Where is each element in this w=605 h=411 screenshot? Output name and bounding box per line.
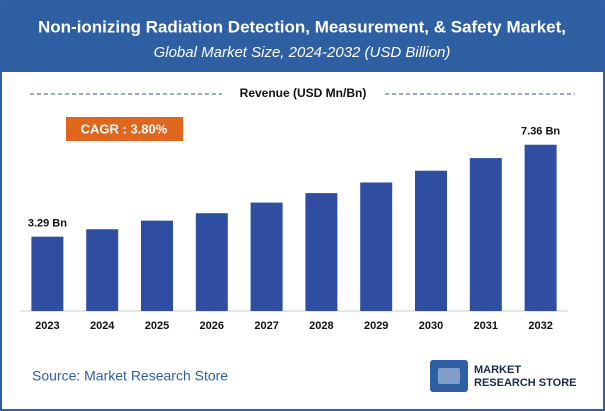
logo-icon xyxy=(430,360,468,392)
source: Source: Market Research Store xyxy=(32,368,228,384)
bar xyxy=(415,170,447,311)
logo-text: RESEARCH STORE xyxy=(474,377,576,389)
x-tick-label: 2031 xyxy=(474,320,498,332)
bar xyxy=(141,220,173,311)
bar xyxy=(195,213,228,311)
cagr-box xyxy=(66,117,183,141)
chart-title: Non-ionizing Radiation Detection, Measur… xyxy=(38,17,566,36)
logo-icon xyxy=(438,368,460,384)
x-tick-label: 2032 xyxy=(528,320,552,332)
x-tick-label: 2024 xyxy=(90,320,115,332)
bar xyxy=(524,144,557,311)
x-tick-label: 2028 xyxy=(309,320,333,332)
bar xyxy=(305,193,338,311)
bar xyxy=(86,229,119,311)
x-tick-label: 2027 xyxy=(254,320,278,332)
bar xyxy=(250,202,283,311)
x-tick-label: 2026 xyxy=(200,320,224,332)
x-tick-label: 2023 xyxy=(35,320,59,332)
axis-label: Revenue (USD Mn/Bn) xyxy=(240,86,367,100)
logo: MARKET RESEARCH STORE xyxy=(430,360,576,392)
x-tick-label: 2029 xyxy=(364,320,388,332)
bar xyxy=(31,236,64,311)
bar xyxy=(469,158,502,311)
header-band xyxy=(2,2,603,72)
value-label: 3.29 Bn xyxy=(28,218,67,230)
bar xyxy=(360,182,393,311)
cagr-label: CAGR : 3.80% xyxy=(81,121,168,136)
logo-text: MARKET xyxy=(474,364,521,376)
x-tick-label: 2025 xyxy=(145,320,169,332)
x-tick-label: 2030 xyxy=(419,320,443,332)
value-label: 7.36 Bn xyxy=(521,126,560,138)
chart-subtitle: Global Market Size, 2024-2032 (USD Billi… xyxy=(154,44,451,61)
